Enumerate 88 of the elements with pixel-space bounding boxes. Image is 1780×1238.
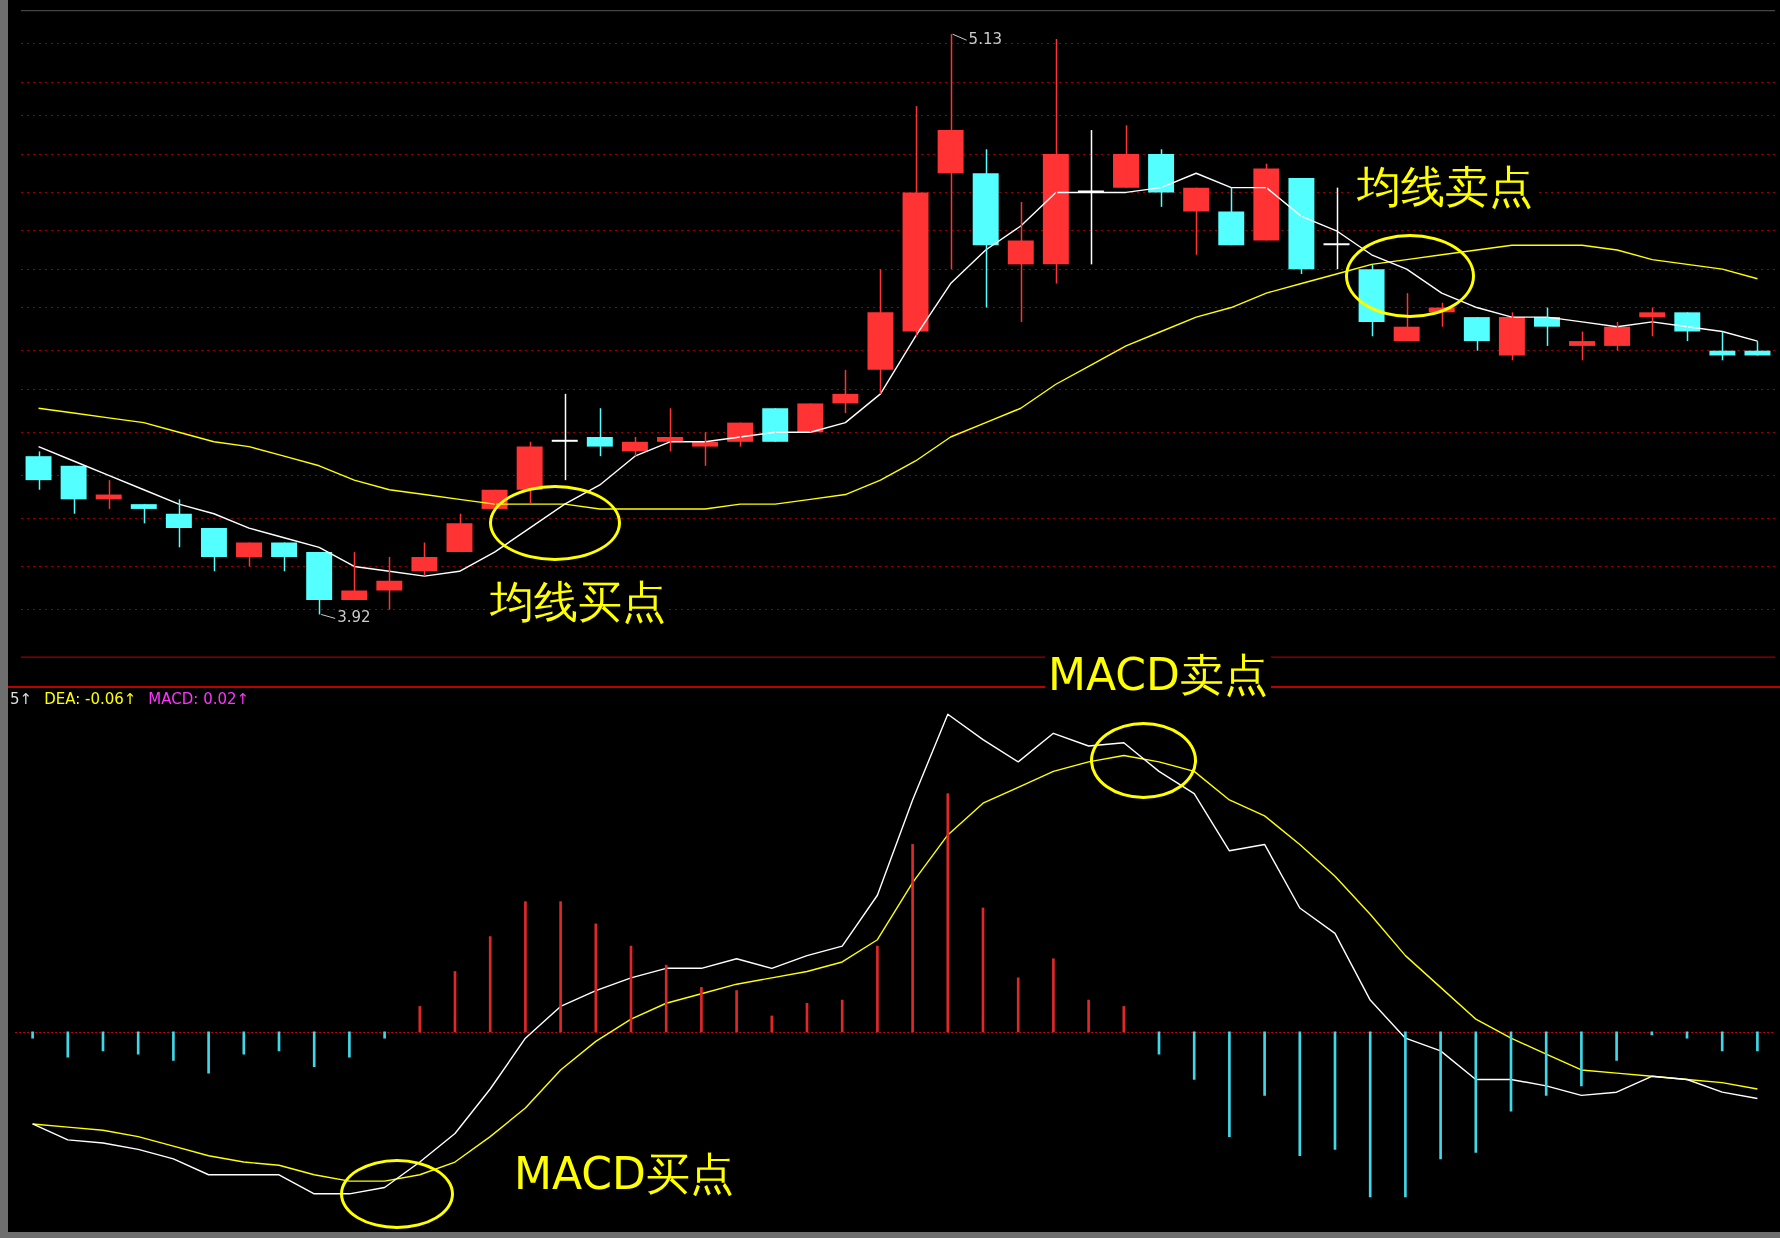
candlestick xyxy=(1393,292,1420,342)
candlestick xyxy=(551,393,578,481)
bar xyxy=(488,936,492,1033)
bar xyxy=(348,1031,351,1058)
bar xyxy=(312,1031,316,1068)
bar xyxy=(136,1031,140,1055)
bar xyxy=(1544,1031,1548,1096)
candlestick xyxy=(797,402,824,433)
bar xyxy=(1263,1031,1266,1096)
annotation: 均线卖点 xyxy=(1356,161,1534,212)
bar xyxy=(911,844,914,1033)
candlestick xyxy=(832,369,859,414)
candlestick xyxy=(1498,311,1525,362)
candlestick xyxy=(621,436,648,457)
candlestick xyxy=(762,407,789,443)
candlestick xyxy=(25,450,52,491)
bar xyxy=(1580,1031,1583,1087)
bar xyxy=(1439,1031,1442,1160)
bar xyxy=(172,1031,175,1061)
candlestick xyxy=(271,541,298,573)
candlestick xyxy=(1218,186,1245,246)
text: 5↑ xyxy=(10,690,33,708)
bar xyxy=(946,793,950,1033)
bar xyxy=(383,1031,386,1039)
candlestick xyxy=(1569,330,1596,362)
candlestick xyxy=(130,503,157,525)
candlestick xyxy=(867,268,894,395)
bar xyxy=(1052,958,1055,1033)
bar xyxy=(1756,1031,1759,1052)
candlestick xyxy=(586,407,613,457)
text: MACD: 0.02↑ xyxy=(148,690,250,708)
bar xyxy=(1192,1031,1196,1080)
bar xyxy=(1228,1031,1231,1137)
bar xyxy=(524,901,527,1033)
bar xyxy=(1122,1006,1126,1033)
candlestick xyxy=(376,556,403,611)
bar xyxy=(242,1031,246,1055)
candlestick xyxy=(1463,316,1490,352)
candlestick xyxy=(657,407,683,453)
annotation: 3.92 xyxy=(337,608,371,627)
bar xyxy=(594,923,598,1033)
candlestick xyxy=(200,527,227,573)
annotation: 5.13 xyxy=(968,30,1003,49)
candlestick xyxy=(1604,321,1631,352)
annotation: 均线买点 xyxy=(489,576,667,627)
candlestick xyxy=(902,105,929,338)
candlestick xyxy=(1113,124,1139,189)
bar xyxy=(207,1031,210,1074)
bar xyxy=(876,945,879,1033)
candlestick xyxy=(1639,306,1666,338)
bar xyxy=(1368,1031,1372,1198)
bar xyxy=(1615,1031,1618,1061)
candlestick xyxy=(236,541,262,568)
candlestick xyxy=(1042,38,1069,285)
bar xyxy=(840,999,844,1033)
candlestick xyxy=(692,431,719,467)
bar xyxy=(66,1031,70,1058)
bar xyxy=(418,1006,422,1033)
bar xyxy=(770,1015,774,1033)
candlestick xyxy=(341,551,368,601)
bar xyxy=(1650,1031,1654,1036)
bar xyxy=(1298,1031,1302,1157)
candlestick xyxy=(516,441,543,505)
candlestick xyxy=(972,148,999,309)
text: DEA: -0.06↑ xyxy=(44,690,137,708)
candlestick xyxy=(446,512,473,553)
bar xyxy=(559,901,562,1033)
annotation: MACD卖点 xyxy=(1047,649,1269,700)
bar xyxy=(735,990,738,1033)
bar xyxy=(1016,977,1020,1033)
candlestick xyxy=(411,541,438,577)
candlestick xyxy=(1253,162,1280,242)
bar xyxy=(1404,1031,1407,1198)
bar xyxy=(31,1031,34,1039)
bar xyxy=(664,964,668,1033)
candlestick xyxy=(1007,201,1034,323)
candlestick xyxy=(1288,177,1315,275)
bar xyxy=(700,987,703,1033)
bar xyxy=(1087,999,1090,1033)
annotation: MACD买点 xyxy=(513,1148,735,1199)
candlestick xyxy=(60,465,87,515)
candlestick xyxy=(165,498,192,549)
candlestick xyxy=(1674,311,1701,342)
bar xyxy=(1474,1031,1478,1153)
candlestick xyxy=(1148,148,1175,208)
candlestick xyxy=(1323,186,1350,270)
bar xyxy=(1720,1031,1724,1052)
candlestick xyxy=(1183,186,1210,256)
